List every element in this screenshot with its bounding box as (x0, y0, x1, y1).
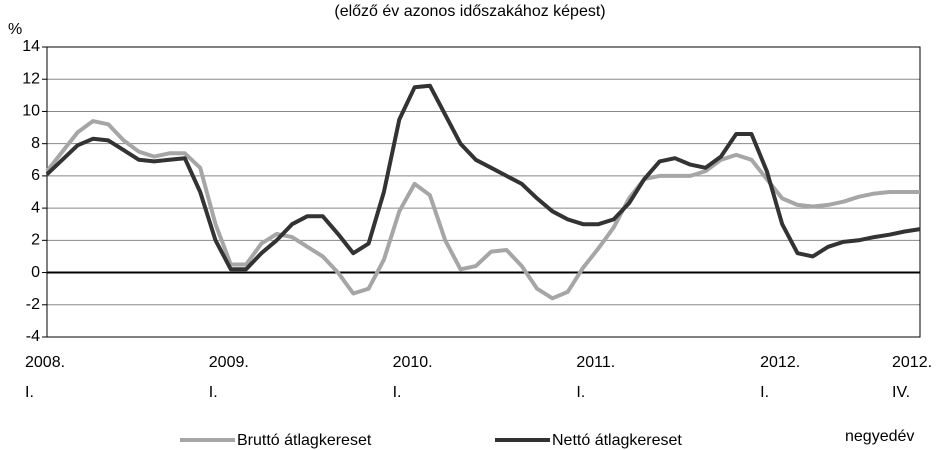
x-tick-label: 2011. I. (576, 354, 616, 401)
x-axis-label: negyedév (845, 428, 914, 445)
y-tick-label: 12 (22, 70, 40, 87)
y-tick-label: -4 (26, 328, 40, 345)
y-tick-label: 10 (22, 103, 40, 120)
x-tick-label: 2012. I. (760, 354, 801, 401)
series-line (45, 83, 921, 272)
y-tick-label: 14 (22, 38, 40, 55)
legend-label: Bruttó átlagkereset (237, 432, 372, 449)
y-tick-label: 2 (31, 232, 40, 249)
chart-title: (előző év azonos időszakához képest) (334, 3, 605, 20)
y-tick-label: 8 (31, 135, 40, 152)
y-tick-label: 4 (31, 199, 40, 216)
x-tick-label: 2010. I. (392, 354, 433, 401)
y-tick-label: -2 (26, 296, 40, 313)
plot-frame (46, 46, 921, 338)
y-tick-label: 0 (31, 264, 40, 281)
x-tick-label: 2012. IV. (892, 354, 933, 401)
x-tick-label: 2008. I. (25, 354, 66, 401)
series-line (45, 119, 920, 301)
y-axis-label: % (8, 21, 22, 38)
x-tick-label: 2009. I. (208, 354, 249, 401)
legend-label: Nettó átlagkereset (552, 432, 682, 449)
y-tick-label: 6 (31, 167, 40, 184)
